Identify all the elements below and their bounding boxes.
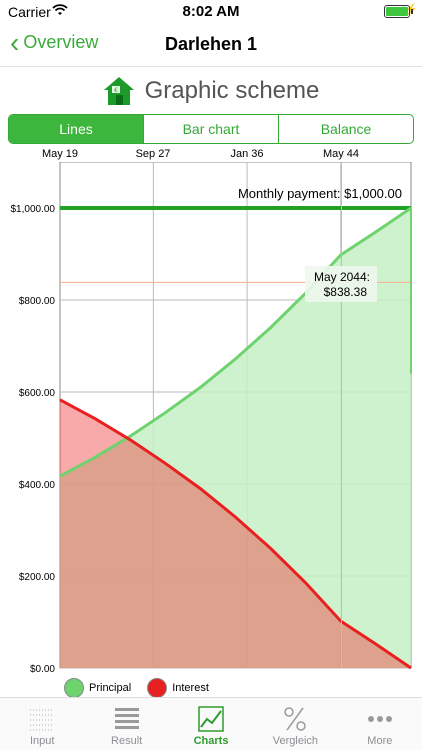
result-list-icon (114, 708, 139, 729)
battery-icon (384, 5, 413, 18)
y-tick-label: $800.00 (19, 296, 56, 307)
legend-swatch-principal (64, 678, 84, 698)
navigation-bar: ‹ Overview Darlehen 1 (0, 24, 422, 67)
segment-bar-chart[interactable]: Bar chart (143, 115, 278, 143)
tab-more[interactable]: More (338, 698, 422, 750)
legend-item-principal: Principal (64, 678, 131, 698)
house-euro-icon: € (103, 77, 134, 105)
y-tick-label: $1,000.00 (11, 204, 56, 215)
principal-line (59, 206, 412, 478)
carrier-label: Carrier (8, 4, 51, 20)
x-tick-label: May 44 (322, 148, 360, 160)
chart-legend: Principal Interest (64, 678, 219, 698)
page-title: Darlehen 1 (164, 34, 258, 54)
tab-vergleich[interactable]: Vergleich (253, 698, 337, 750)
y-tick-label: $0.00 (30, 664, 55, 675)
principal-area (60, 208, 411, 668)
tab-label: Charts (193, 735, 229, 747)
tab-label: Vergleich (272, 735, 319, 747)
y-tick-label: $200.00 (19, 572, 56, 583)
legend-swatch-interest (147, 678, 168, 698)
back-button[interactable]: ‹ Overview (10, 26, 99, 58)
percent-icon (284, 707, 307, 731)
x-axis-labels: May 19 Sep 27 Jan 36 May 44 (0, 148, 422, 162)
interest-area (60, 399, 411, 668)
tab-charts[interactable]: Charts (169, 698, 253, 750)
chart-type-segmented-control: Lines Bar chart Balance (8, 114, 414, 144)
chart-heading: € Graphic scheme (0, 74, 422, 108)
back-label: Overview (23, 32, 99, 52)
tooltip-value: $838.38 (324, 285, 368, 299)
input-grid-icon (30, 709, 55, 731)
svg-text:€: € (114, 87, 118, 94)
tab-result[interactable]: Result (84, 698, 168, 750)
segment-lines[interactable]: Lines (9, 115, 143, 143)
clock: 8:02 AM (182, 3, 240, 20)
tab-bar: Input Result Charts Vergleich More (0, 697, 422, 750)
x-tick-label: May 19 (41, 148, 79, 160)
legend-label: Principal (89, 682, 132, 694)
loan-line-chart[interactable]: $1,000.00 $800.00 $600.00 $400.00 $200.00 $0.… (0, 162, 422, 677)
line-chart-icon (198, 706, 224, 732)
x-tick-label: Jan 36 (230, 148, 264, 160)
x-tick-label: Sep 27 (135, 148, 171, 160)
tooltip-date: May 2044: (314, 270, 370, 284)
legend-label: Interest (172, 682, 209, 694)
segment-balance[interactable]: Balance (278, 115, 413, 143)
more-dots-icon (367, 716, 392, 722)
tab-label: Input (29, 735, 55, 747)
status-bar: Carrier 8:02 AM ⚡ (0, 0, 422, 24)
y-tick-label: $600.00 (19, 388, 56, 399)
heading-title: Graphic scheme (144, 77, 320, 104)
wifi-icon (52, 3, 68, 22)
y-tick-label: $400.00 (19, 480, 56, 491)
chevron-left-icon: ‹ (10, 26, 20, 58)
tooltip-box (305, 266, 377, 302)
legend-item-interest: Interest (147, 678, 209, 698)
tab-input[interactable]: Input (0, 698, 84, 750)
interest-line (59, 398, 412, 670)
tab-label: Result (111, 735, 143, 747)
monthly-payment-label: Monthly payment: $1,000.00 (238, 186, 402, 201)
tab-label: More (367, 735, 393, 747)
